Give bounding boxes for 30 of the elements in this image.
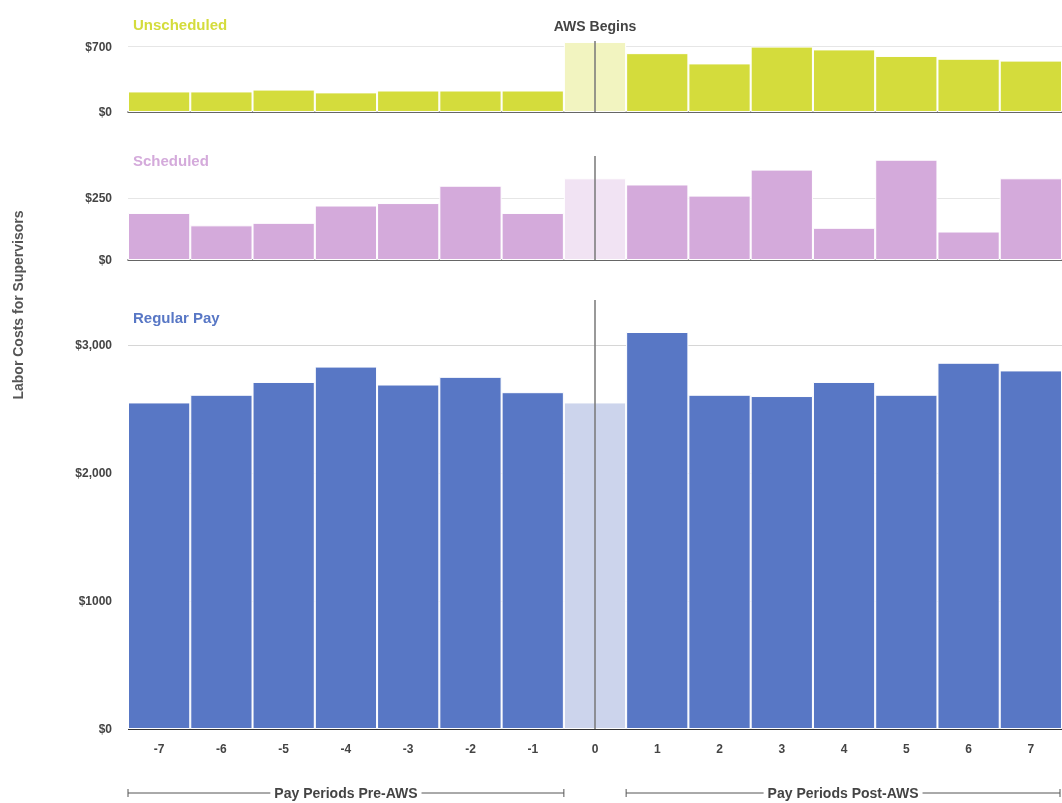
y-tick-label: $0 — [98, 722, 113, 736]
y-tick-label: $250 — [85, 191, 113, 206]
x-tick-label: 2 — [716, 742, 724, 756]
chart-title: Unscheduled — [133, 16, 228, 33]
x-tick-label: 5 — [902, 742, 910, 756]
x-tick-label: 6 — [965, 742, 973, 756]
x-tick-label: -2 — [465, 742, 477, 756]
x-tick-label: 0 — [591, 742, 599, 756]
x-tick-label: 7 — [1027, 742, 1035, 756]
y-axis-title: Labor Costs for Supervisors — [10, 210, 26, 400]
x-tick-label: -3 — [402, 742, 414, 756]
y-tick-label: $0 — [98, 253, 113, 267]
text: Pay Periods Post-AWS — [767, 785, 919, 801]
y-tick-label: $0 — [98, 105, 113, 119]
ref-line-label: AWS Begins — [553, 18, 637, 34]
x-tick-label: 1 — [653, 742, 661, 756]
x-tick-label: -1 — [527, 742, 539, 756]
chart-title: Scheduled — [133, 152, 209, 169]
text: Regular Pay — [133, 309, 221, 326]
y-tick-label: $3,000 — [75, 337, 113, 352]
y-tick-label: $1000 — [78, 593, 113, 608]
x-tick-label: -7 — [153, 742, 165, 756]
y-tick-label: $700 — [85, 39, 113, 54]
x-tick-label: 4 — [840, 742, 848, 756]
y-tick-label: $2,000 — [75, 465, 113, 480]
x-tick-label: -4 — [340, 742, 352, 756]
x-tick-label: -5 — [278, 742, 290, 756]
text: Pay Periods Pre-AWS — [274, 785, 418, 801]
x-tick-label: 3 — [778, 742, 786, 756]
x-tick-label: -6 — [216, 742, 228, 756]
